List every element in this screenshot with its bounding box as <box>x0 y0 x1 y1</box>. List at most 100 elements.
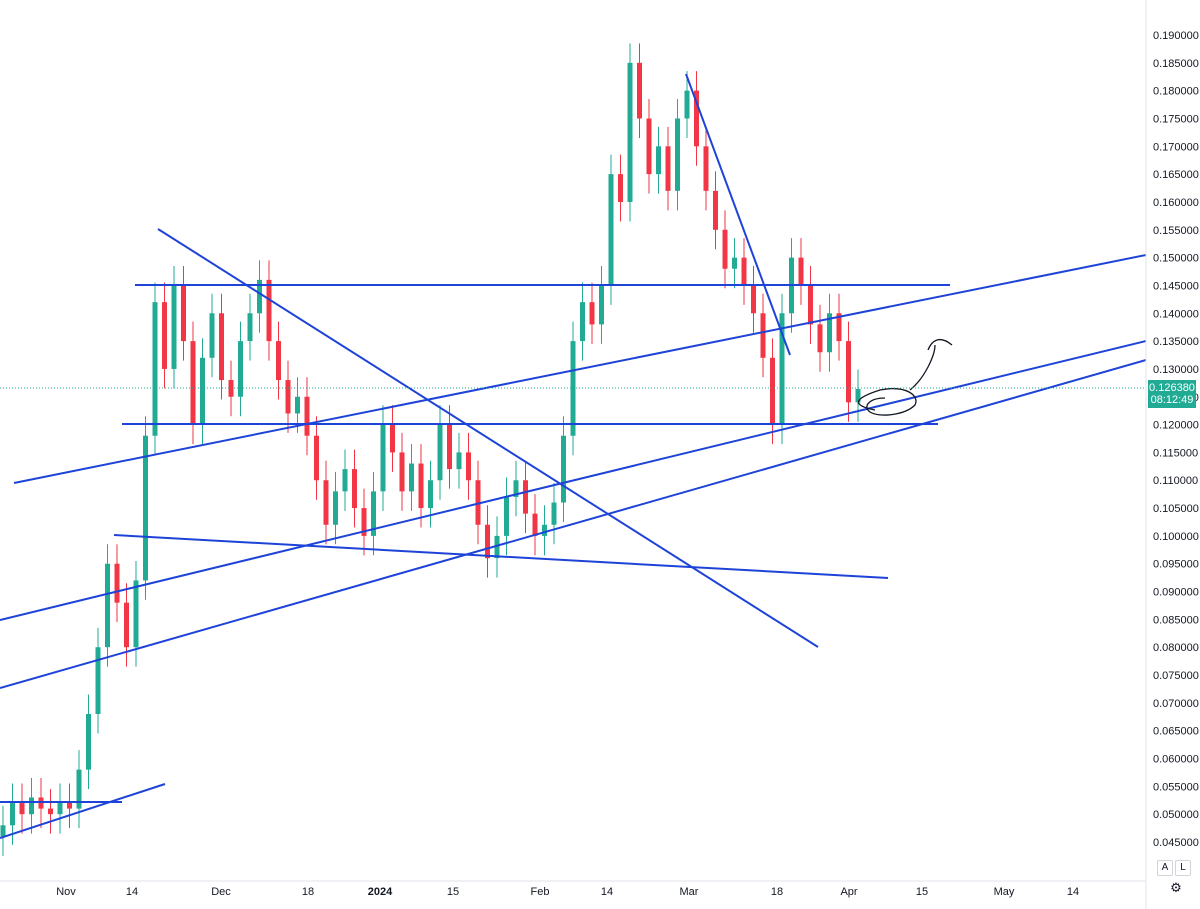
time-tick-label: 18 <box>302 886 314 898</box>
candle-body <box>76 769 82 809</box>
candle-body <box>513 480 519 497</box>
candle-body <box>114 563 120 603</box>
price-tick-label: 0.055000 <box>1153 781 1199 793</box>
candle-body <box>656 146 661 175</box>
time-tick-label: Mar <box>680 886 699 898</box>
candle-body <box>694 90 699 147</box>
last-price-tag: 0.126380 08:12:49 <box>1148 380 1196 408</box>
candle-body <box>95 647 101 714</box>
candle-body <box>152 302 158 436</box>
time-tick-label: 2024 <box>368 886 393 898</box>
candle-body <box>703 146 709 191</box>
price-tick-label: 0.065000 <box>1153 726 1199 738</box>
candle-body <box>0 825 6 837</box>
candle-body <box>333 491 338 525</box>
trendline[interactable] <box>13 254 1147 484</box>
price-tick-label: 0.180000 <box>1153 86 1199 98</box>
candle-body <box>266 279 272 342</box>
trendlines-group <box>0 73 1147 839</box>
trendline[interactable] <box>685 73 791 356</box>
trendline[interactable] <box>0 359 1147 689</box>
time-tick-label: 14 <box>601 886 613 898</box>
trendline[interactable] <box>113 534 889 579</box>
price-tick-label: 0.095000 <box>1153 559 1199 571</box>
trendline[interactable] <box>0 783 166 839</box>
auto-scale-button[interactable]: A <box>1157 860 1173 876</box>
price-tick-label: 0.175000 <box>1153 113 1199 125</box>
candle-body <box>798 257 804 286</box>
candle-body <box>352 469 357 509</box>
candle-body <box>589 302 595 325</box>
hand-drawn-annotation <box>858 338 953 416</box>
candle-body <box>836 313 842 342</box>
candle-body <box>342 469 348 492</box>
time-tick-label: May <box>994 886 1015 898</box>
candle-body <box>751 285 756 314</box>
candle-body <box>304 396 310 436</box>
candle-body <box>542 524 547 536</box>
candle-body <box>181 285 186 342</box>
time-tick-label: Feb <box>531 886 550 898</box>
time-tick-label: 14 <box>1067 886 1079 898</box>
price-tick-label: 0.060000 <box>1153 754 1199 766</box>
candle-body <box>409 463 414 492</box>
last-price-label: 0.126380 <box>1149 382 1195 394</box>
time-axis[interactable]: Nov 14 Dec 18 2024 15 Feb 14 Mar 18 Apr 15 May 14 <box>56 886 1079 898</box>
candle-body <box>846 341 851 403</box>
log-scale-button[interactable]: L <box>1175 860 1191 876</box>
candle-body <box>371 491 376 536</box>
price-tick-label: 0.135000 <box>1153 336 1199 348</box>
candle-body <box>162 302 167 369</box>
candle-body <box>19 803 25 815</box>
candle-body <box>399 452 405 492</box>
candle-body <box>124 602 129 648</box>
candle-body <box>380 424 386 492</box>
candle-body <box>684 90 690 119</box>
candle-body <box>760 313 766 358</box>
candle-body <box>133 580 139 648</box>
candle-body <box>295 396 300 414</box>
price-axis[interactable]: 0.190000 0.185000 0.180000 0.175000 0.170000… <box>1153 30 1199 849</box>
candle-body <box>741 257 747 286</box>
price-tick-label: 0.105000 <box>1153 503 1199 515</box>
price-tick-label: 0.160000 <box>1153 197 1199 209</box>
candles-group <box>0 43 861 856</box>
time-tick-label: Nov <box>56 886 76 898</box>
price-tick-label: 0.145000 <box>1153 280 1199 292</box>
candle-body <box>314 435 319 481</box>
settings-gear-icon[interactable]: ⚙ <box>1170 881 1182 896</box>
trendline[interactable] <box>157 228 819 648</box>
price-tick-label: 0.090000 <box>1153 587 1199 599</box>
candle-body <box>523 480 528 514</box>
candle-body <box>551 502 557 525</box>
candle-body <box>618 174 623 202</box>
candle-body <box>779 313 785 425</box>
candle-body <box>646 118 652 175</box>
candle-body <box>627 62 633 202</box>
candle-body <box>713 190 718 230</box>
price-tick-label: 0.075000 <box>1153 670 1199 682</box>
candle-body <box>38 797 44 809</box>
candle-body <box>485 524 490 559</box>
candle-body <box>580 302 585 342</box>
candle-body <box>29 797 34 815</box>
price-tick-label: 0.120000 <box>1153 420 1199 432</box>
candle-body <box>466 452 471 481</box>
candle-body <box>532 513 538 536</box>
candle-body <box>732 257 737 269</box>
candle-body <box>238 341 243 397</box>
candle-body <box>827 313 832 353</box>
candle-body <box>608 174 614 286</box>
candle-body <box>456 452 462 470</box>
candle-body <box>200 357 205 425</box>
candle-body <box>855 388 861 403</box>
candle-body <box>143 435 148 581</box>
candle-body <box>390 424 395 453</box>
candle-body <box>48 808 53 815</box>
candle-body <box>209 313 215 358</box>
price-tick-label: 0.170000 <box>1153 141 1199 153</box>
price-tick-label: 0.050000 <box>1153 809 1199 821</box>
candle-body <box>86 713 91 770</box>
price-tick-label: 0.140000 <box>1153 308 1199 320</box>
